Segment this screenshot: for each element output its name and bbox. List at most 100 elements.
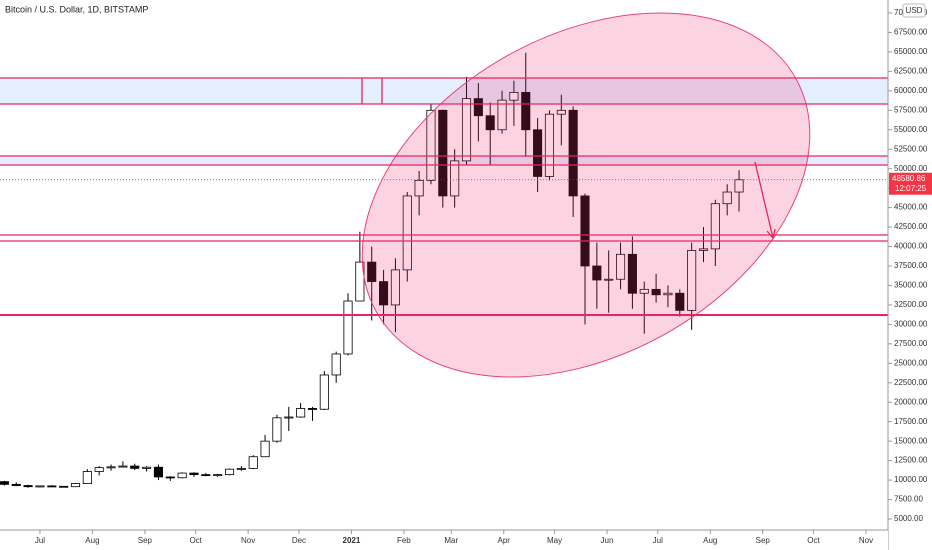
candle-body — [130, 465, 140, 469]
candle-body — [651, 288, 661, 296]
y-tick-label: 62500.00 — [894, 66, 928, 75]
x-tick-label: Jul — [653, 536, 663, 545]
candle-body — [331, 353, 341, 376]
y-tick-label: 17500.00 — [894, 417, 928, 426]
candles — [0, 52, 888, 488]
arrow — [754, 161, 774, 239]
x-tick-label: Nov — [859, 536, 873, 545]
candle-body — [473, 98, 483, 117]
y-tick-label: 35000.00 — [894, 281, 928, 290]
candle-body — [343, 300, 353, 355]
candle-body — [367, 261, 377, 282]
candle-body — [402, 195, 412, 271]
candle-body — [118, 465, 128, 468]
x-tick-label: Oct — [189, 536, 202, 545]
y-tick-label: 57500.00 — [894, 105, 928, 114]
candle-body — [604, 278, 614, 281]
drawings — [0, 12, 888, 378]
candle-body — [461, 98, 472, 162]
y-tick-label: 52500.00 — [894, 144, 928, 153]
candle-body — [390, 269, 400, 306]
candle-body — [687, 250, 697, 311]
y-tick-label: 15000.00 — [894, 436, 928, 445]
candle-body — [379, 281, 389, 306]
candle-body — [698, 248, 709, 251]
candle-body — [497, 99, 507, 131]
candle-body — [82, 471, 92, 484]
candle-body — [106, 466, 116, 469]
candle-body — [177, 472, 187, 479]
last-price-label: 48580.86 — [892, 174, 926, 183]
y-tick-label: 67500.00 — [894, 28, 928, 37]
x-tick-label: Aug — [703, 536, 717, 545]
candle-body — [426, 109, 436, 181]
candle-body — [284, 416, 294, 419]
candle-body — [485, 115, 495, 131]
y-tick-label: 27500.00 — [894, 339, 928, 348]
x-tick-label: Jun — [601, 536, 614, 545]
y-tick-label: 60000.00 — [894, 86, 928, 95]
y-tick-label: 30000.00 — [894, 319, 928, 328]
y-tick-label: 10000.00 — [894, 475, 928, 484]
x-tick-label: Feb — [397, 536, 411, 545]
x-tick-label: Dec — [292, 536, 306, 545]
candle-body — [639, 288, 649, 294]
candle-body — [165, 476, 175, 479]
x-tick-label: Jul — [35, 536, 45, 545]
y-tick-label: 12500.00 — [894, 456, 928, 465]
x-tick-label: Nov — [241, 536, 255, 545]
y-tick-label: 50000.00 — [894, 164, 928, 173]
candle-body — [580, 195, 590, 267]
y-tick-label: 25000.00 — [894, 358, 928, 367]
x-tick-label: Sep — [756, 536, 771, 545]
candle-body — [355, 261, 365, 302]
candle-body — [438, 109, 448, 197]
candle-body — [675, 292, 685, 311]
last-price-box — [889, 172, 932, 195]
y-tick-label: 5000.00 — [894, 514, 923, 523]
y-tick-label: 32500.00 — [894, 300, 928, 309]
zone-fill — [0, 78, 888, 104]
x-tick-label: Mar — [444, 536, 458, 545]
chart-title: Bitcoin / U.S. Dollar, 1D, BITSTAMP — [5, 4, 148, 14]
y-tick-label: 22500.00 — [894, 378, 928, 387]
candle-body — [248, 456, 258, 469]
candle-body — [35, 485, 45, 488]
y-tick-label: 55000.00 — [894, 125, 928, 134]
x-tick-label: Apr — [498, 536, 511, 545]
arrow-head — [766, 228, 776, 240]
candle-body — [201, 474, 211, 477]
axes: 5000.00 7500.00 10000.00 12500.00 15000.00 17… — [35, 8, 932, 545]
candle-body — [272, 417, 282, 442]
candle-body — [47, 485, 57, 488]
zone-lines — [0, 77, 888, 316]
price-axis — [888, 0, 932, 550]
candle-body — [734, 179, 744, 193]
countdown: 12:07:25 — [895, 184, 927, 193]
candle-body — [509, 91, 519, 101]
y-tick-label: 37500.00 — [894, 261, 928, 270]
candle-body — [296, 408, 306, 418]
candle-body — [568, 109, 578, 197]
candle-body — [450, 160, 460, 197]
x-tick-label: May — [547, 536, 562, 545]
candle-body — [722, 191, 732, 205]
candle-body — [213, 474, 223, 477]
candle-body — [70, 483, 81, 488]
time-axis — [0, 530, 888, 550]
candle-body — [11, 483, 21, 486]
candle-body — [189, 472, 199, 476]
currency: USD — [906, 6, 923, 15]
candle-body — [663, 292, 673, 296]
candle-body — [414, 179, 424, 197]
candle-body — [533, 129, 543, 177]
candle-body — [59, 485, 69, 488]
candle-body — [319, 374, 329, 410]
candle-body — [521, 91, 531, 131]
candle-body — [0, 481, 9, 485]
y-tick-label: 65000.00 — [894, 47, 928, 56]
y-tick-label: 42500.00 — [894, 222, 928, 231]
candle-body — [627, 253, 637, 294]
candle-body — [23, 485, 33, 488]
candle-body — [544, 113, 555, 177]
